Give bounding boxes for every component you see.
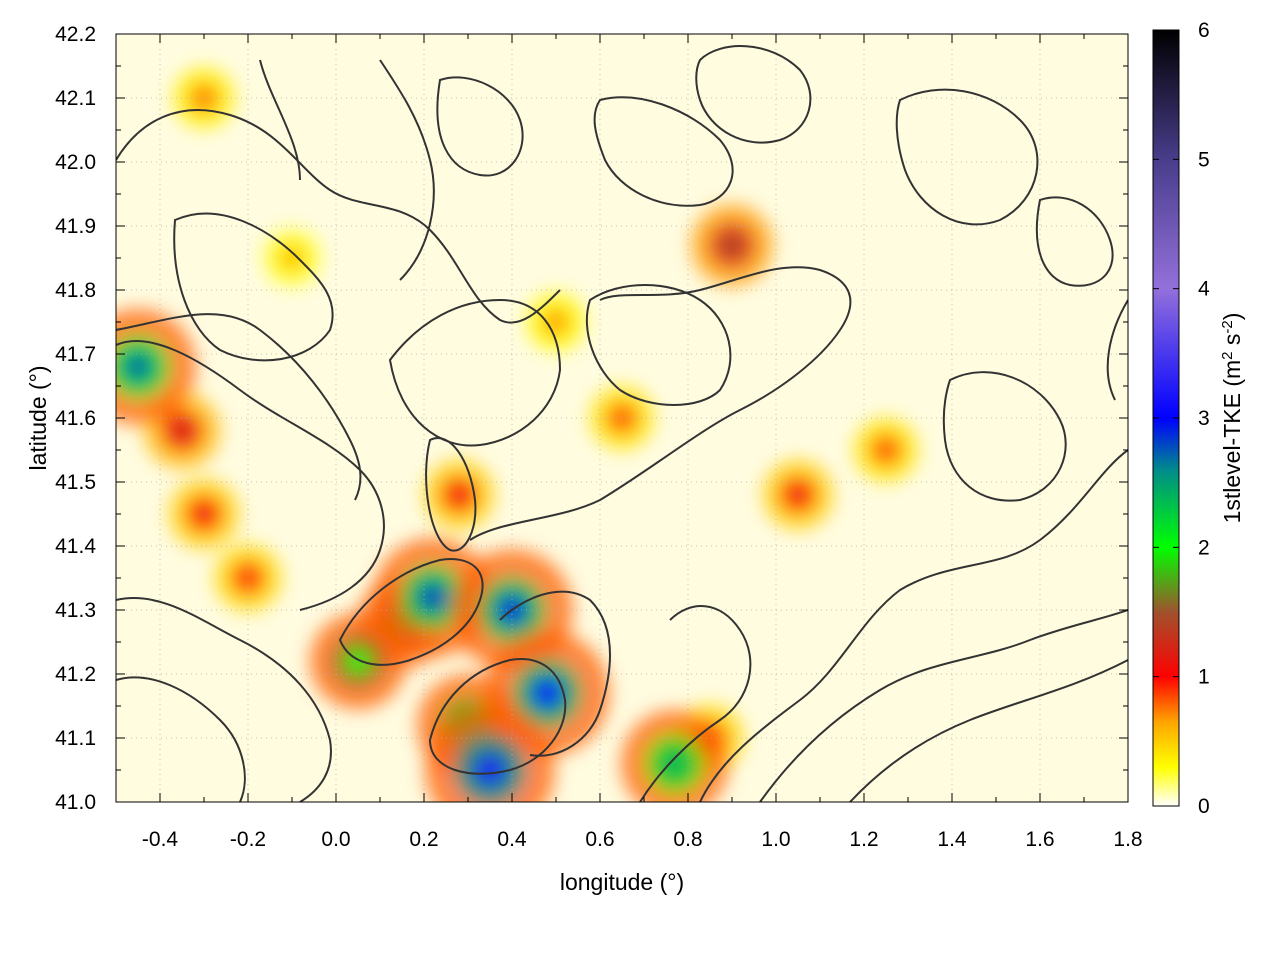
x-axis-tick-labels: -0.4 -0.2 0.0 0.2 0.4 0.6 0.8 1.0 1.2 1.4 1.6 1.8: [142, 828, 1143, 851]
x-tick-label: 1.6: [1025, 828, 1054, 851]
y-axis-title: latitude (°): [25, 365, 51, 470]
colorbar-tick-label: 2: [1198, 536, 1210, 559]
terrain-contours: [116, 45, 1128, 802]
colorbar-tick-labels: 0 1 2 3 4 5 6: [1198, 19, 1210, 818]
x-tick-label: 0.6: [585, 828, 614, 851]
y-tick-label: 41.8: [55, 279, 96, 302]
contour-line: [116, 676, 246, 802]
y-tick-label: 41.2: [55, 663, 96, 686]
tke-blob-core: [877, 441, 895, 459]
contour-line: [116, 597, 332, 802]
y-tick-label: 41.4: [55, 535, 96, 558]
tke-blob-core: [123, 352, 153, 381]
x-tick-label: 0.8: [673, 828, 702, 851]
colorbar-title-sup2: -2: [1219, 320, 1236, 333]
tke-blob-core: [547, 313, 565, 331]
tke-blob-core: [195, 89, 213, 107]
x-tick-label: 0.4: [497, 828, 527, 851]
y-tick-label: 41.6: [55, 407, 96, 430]
contour-line: [895, 88, 1039, 226]
contour-line: [699, 449, 1128, 802]
contour-line: [379, 59, 435, 281]
colorbar-tick-label: 4: [1198, 278, 1210, 301]
tke-blob-core: [239, 569, 257, 587]
contour-line: [173, 212, 334, 362]
tke-blob-core: [788, 485, 808, 505]
axis-ticks: [115, 33, 1129, 803]
colorbar-tick-label: 3: [1198, 407, 1210, 430]
y-tick-label: 42.2: [55, 23, 96, 46]
contour-line: [639, 605, 752, 802]
contour-line: [469, 266, 852, 541]
contour-line: [695, 45, 812, 144]
tke-blob-core: [418, 582, 448, 612]
contour-line: [1035, 196, 1114, 287]
y-tick-label: 41.5: [55, 471, 96, 494]
tke-blob-core: [284, 250, 300, 266]
colorbar-tick-label: 0: [1198, 795, 1210, 818]
y-tick-label: 41.7: [55, 343, 96, 366]
contour-line: [425, 437, 477, 552]
contour-line: [259, 59, 301, 181]
colorbar-title-main: 1stlevel-TKE (m: [1219, 360, 1245, 524]
contour-line: [116, 313, 362, 501]
colorbar-title-mid: s: [1219, 334, 1245, 352]
contour-line: [116, 340, 385, 611]
y-tick-label: 41.1: [55, 727, 96, 750]
x-tick-label: 0.2: [409, 828, 438, 851]
tke-blob-core: [194, 504, 214, 524]
contour-line: [436, 76, 524, 177]
contour-line: [338, 558, 484, 666]
y-axis-tick-labels: 41.0 41.1 41.2 41.3 41.4 41.5 41.6 41.7 41.8 41.9…: [55, 23, 96, 814]
x-tick-label: 0.0: [321, 828, 350, 851]
x-tick-label: 1.8: [1113, 828, 1142, 851]
tke-blob-core: [449, 485, 469, 505]
x-tick-label: 1.4: [937, 828, 967, 851]
contour-line: [585, 284, 732, 406]
contour-line: [759, 609, 1128, 802]
tke-blob-core: [474, 754, 506, 786]
colorbar-title-sup1: 2: [1219, 351, 1236, 359]
contour-line: [116, 109, 561, 324]
colorbar-tick-label: 1: [1198, 666, 1210, 689]
contour-line: [388, 298, 562, 447]
contour-line: [428, 658, 567, 775]
tke-blob-core: [532, 678, 563, 709]
contour-line: [1106, 299, 1128, 401]
y-tick-label: 41.0: [55, 791, 96, 814]
x-tick-label: 1.0: [761, 828, 790, 851]
colorbar-title-end: ): [1219, 313, 1245, 321]
contour-line: [593, 96, 734, 207]
plot-area: [115, 33, 1129, 803]
x-tick-label: 1.2: [849, 828, 878, 851]
y-tick-label: 42.0: [55, 151, 96, 174]
contour-line: [849, 659, 1128, 802]
contour-line: [499, 590, 611, 757]
x-tick-label: -0.2: [230, 828, 266, 851]
x-tick-label: -0.4: [142, 828, 179, 851]
y-tick-label: 41.9: [55, 215, 96, 238]
y-tick-label: 41.3: [55, 599, 96, 622]
x-axis-title: longitude (°): [560, 869, 684, 895]
colorbar-title: 1stlevel-TKE (m2 s-2): [1219, 313, 1246, 524]
colorbar-ticks: [1153, 29, 1179, 807]
tke-blob-core: [661, 750, 688, 777]
colorbar-tick-label: 5: [1198, 148, 1210, 171]
y-tick-label: 42.1: [55, 87, 96, 110]
tke-blob-core: [172, 420, 192, 441]
contour-line: [942, 371, 1067, 502]
tke-blob-core: [721, 234, 743, 256]
colorbar-tick-label: 6: [1198, 19, 1210, 42]
